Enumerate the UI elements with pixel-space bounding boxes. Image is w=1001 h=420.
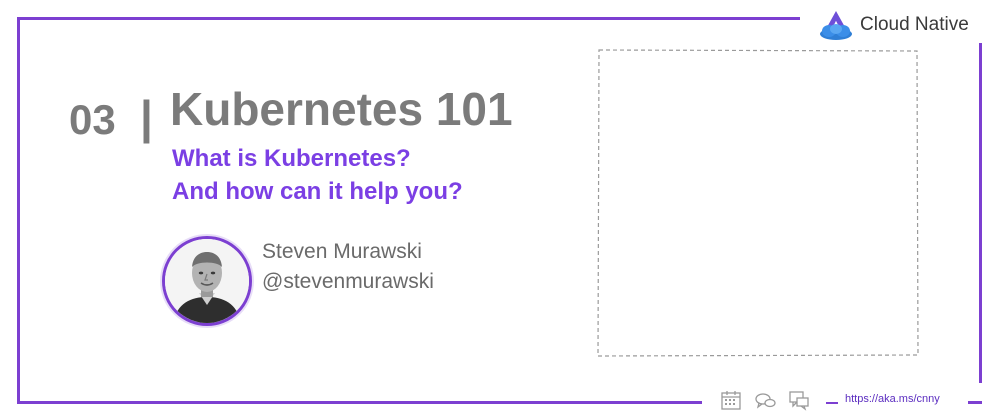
frame-right-line [979,43,982,383]
comments-icon [789,391,809,411]
image-placeholder [596,47,920,359]
brand: Cloud Native [818,8,969,42]
speaker-avatar [162,236,252,326]
subtitle-line-1: What is Kubernetes? [172,145,411,172]
section-number: 03 [69,96,116,143]
speaker-name: Steven Murawski [262,240,422,263]
cloud-native-logo-icon [820,11,852,40]
placeholder-dashed-border [597,49,919,357]
chat-bubbles-icon [755,393,776,409]
frame-bottom-right-line [968,401,982,404]
speaker-handle: @stevenmurawski [262,270,434,293]
page-title: Kubernetes 101 [170,83,513,135]
subtitle-line-2: And how can it help you? [172,178,463,205]
frame-bottom-line [17,401,702,404]
frame-top-line [18,17,800,20]
footer-icons [719,388,811,412]
footer-link[interactable]: https://aka.ms/cnny [845,393,940,405]
brand-name: Cloud Native [860,14,969,35]
section-separator: | [140,91,153,143]
footer-dash [826,402,838,404]
speaker-photo [165,239,249,323]
calendar-icon [721,391,741,410]
frame-left-line [17,17,20,404]
